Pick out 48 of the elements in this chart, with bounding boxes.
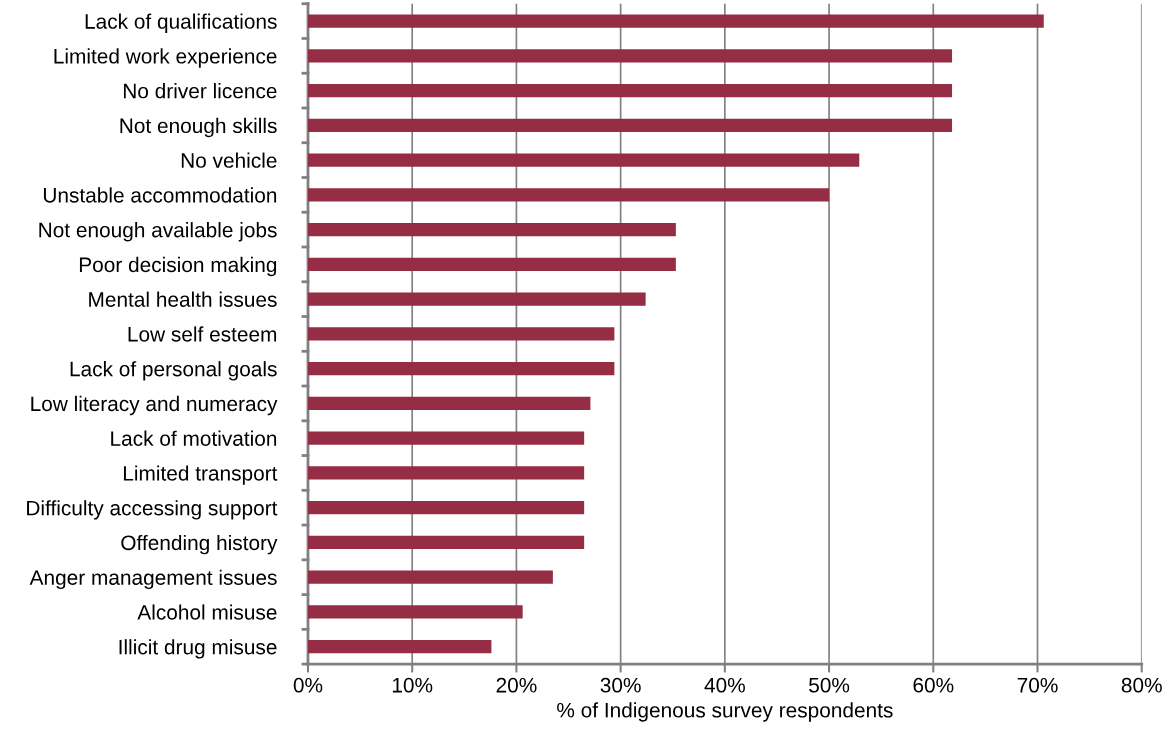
y-tick-label: Lack of personal goals — [70, 361, 277, 381]
x-tick-label: 80% — [1121, 677, 1162, 693]
y-tick-label: Limited transport — [123, 465, 278, 485]
x-tick-label: 30% — [600, 677, 641, 693]
y-tick-label: Limited work experience — [54, 48, 277, 68]
bar — [307, 362, 615, 376]
x-tick-label: 0% — [293, 677, 323, 693]
bar — [307, 466, 585, 480]
bar — [307, 153, 860, 167]
bar — [307, 49, 953, 63]
y-tick-label: Offending history — [121, 534, 278, 555]
y-tick-label: Poor decision making — [79, 256, 277, 277]
y-tick-label: Low literacy and numeracy — [31, 395, 278, 416]
y-tick-label: Lack of qualifications — [85, 13, 277, 33]
x-tick-label: 60% — [913, 677, 954, 693]
bar — [307, 605, 523, 619]
y-tick-label: Anger management issues — [29, 569, 277, 590]
y-tick-label: Low self esteem — [128, 326, 277, 342]
y-tick-label: Mental health issues — [89, 291, 277, 307]
x-tick-label: 70% — [1017, 677, 1058, 693]
y-tick-label: Not enough available jobs — [39, 222, 277, 242]
y-tick-label: Alcohol misuse — [137, 604, 277, 620]
bar — [307, 188, 830, 202]
y-tick-label: No driver licence — [123, 83, 277, 99]
bar — [307, 431, 585, 445]
bar — [307, 118, 953, 132]
bar — [307, 535, 585, 550]
y-tick-label: Illicit drug misuse — [119, 639, 277, 659]
bar — [307, 327, 615, 341]
x-tick-label: 20% — [496, 677, 537, 693]
bar — [307, 396, 591, 411]
bar — [307, 640, 492, 654]
x-tick-label: 40% — [704, 677, 745, 693]
y-tick-label: Difficulty accessing support — [27, 500, 278, 520]
y-tick-label: Unstable accommodation — [43, 187, 277, 203]
y-tick-label: No vehicle — [181, 152, 277, 168]
y-tick-label: Lack of motivation — [111, 430, 277, 446]
x-axis-title: % of Indigenous survey respondents — [557, 702, 893, 722]
x-tick-label: 10% — [392, 677, 433, 693]
y-tick-label: Not enough skills — [120, 117, 277, 138]
bar — [307, 14, 1044, 28]
bar — [307, 570, 553, 584]
x-tick-label: 50% — [809, 677, 850, 693]
bar — [307, 501, 585, 515]
bar — [307, 257, 676, 271]
bar — [307, 292, 646, 306]
bar — [307, 223, 676, 237]
bar — [307, 84, 953, 98]
